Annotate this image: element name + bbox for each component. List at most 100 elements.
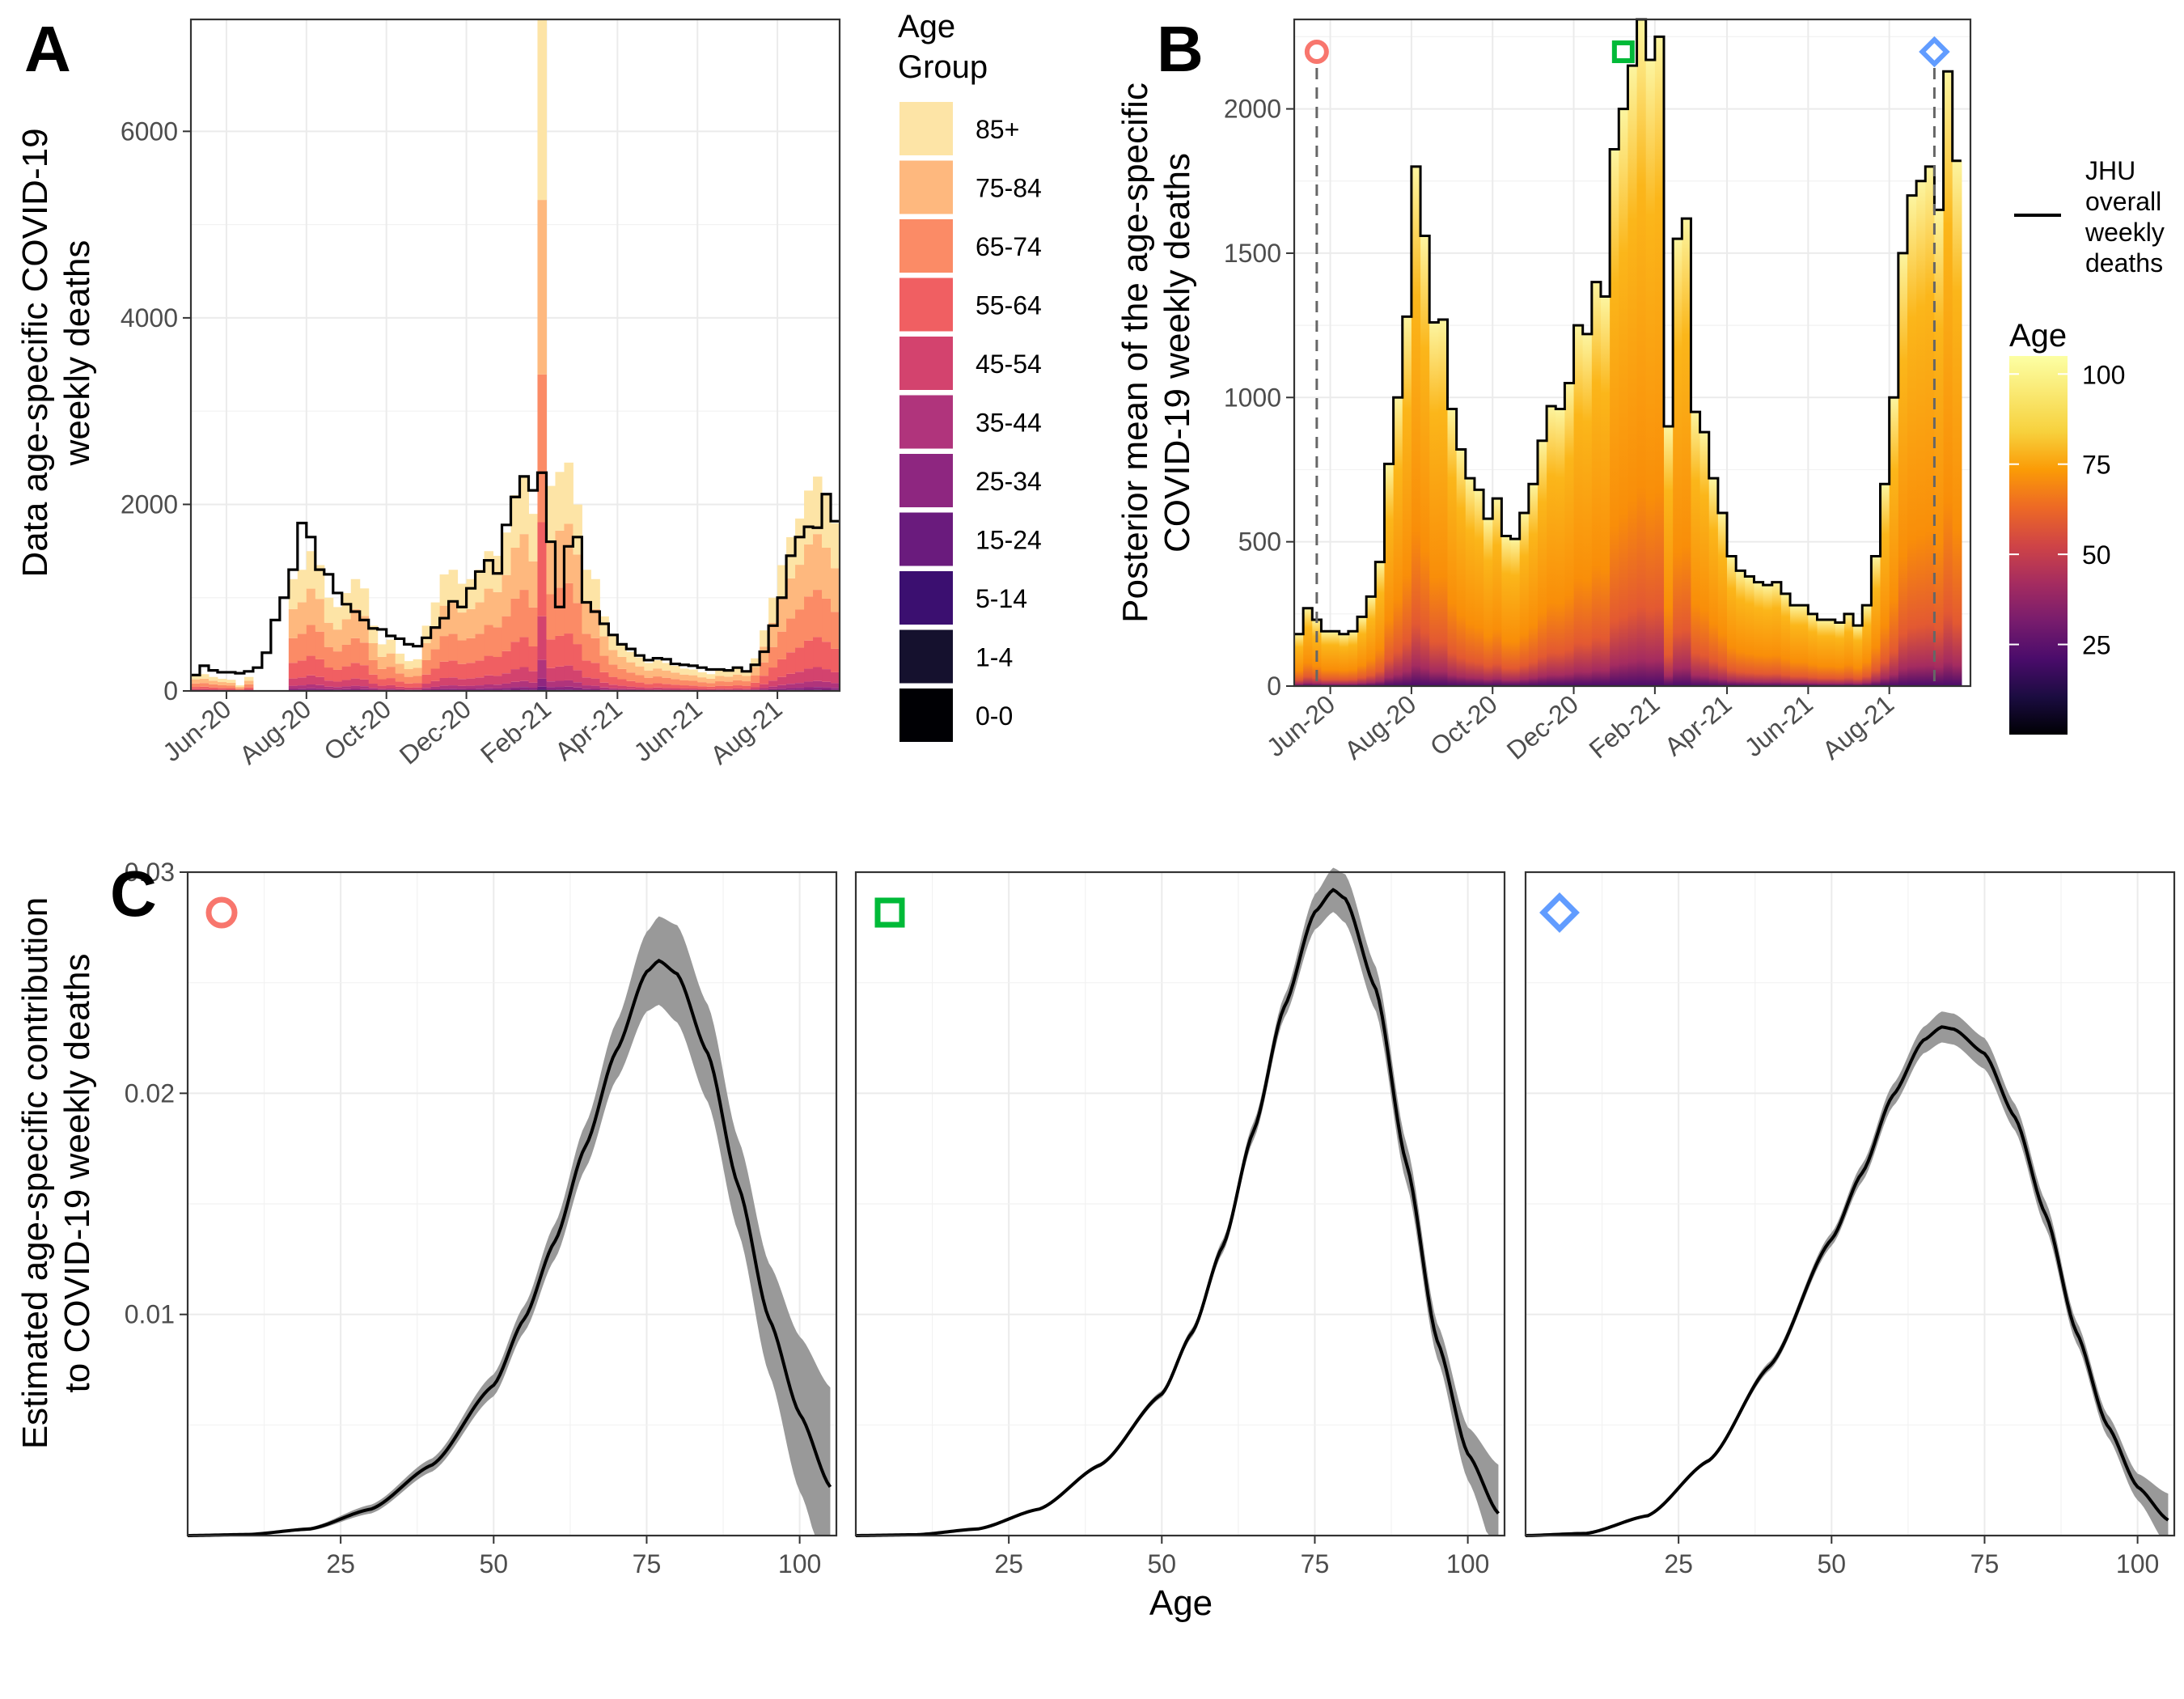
panel-b-bar [1402, 316, 1412, 686]
panel-a-bar-segment [653, 668, 662, 677]
panel-a-bar-segment [510, 669, 520, 682]
jhu-legend-line4: deaths [2085, 248, 2163, 278]
panel-a-jhu-line [191, 471, 840, 677]
jhu-legend-line1: JHU [2085, 156, 2135, 185]
panel-b-bar [1384, 464, 1395, 686]
panel-a-bar-segment [191, 688, 201, 691]
panel-b-square-marker [1611, 40, 1635, 63]
panel-a-bar-segment [822, 687, 832, 690]
panel-a-bar-segment [430, 649, 441, 669]
panel-a-bar-segment [341, 688, 352, 691]
panel-a-bar-segment [457, 688, 468, 691]
panel-a-bar-segment [626, 688, 636, 691]
panel-b-bar [1555, 409, 1565, 686]
panel-a-bar-segment [715, 685, 725, 689]
panel-b-bar [1591, 282, 1602, 686]
panel-a-bar-segment [519, 637, 529, 667]
panel-a-bar-segment [662, 688, 671, 690]
panel-a-bar-segment [324, 597, 334, 623]
panel-a-bar-segment [671, 672, 680, 680]
panel-a-bar-segment [742, 670, 751, 676]
panel-a-bar-segment [359, 665, 370, 680]
panel-a-letter: A [24, 13, 71, 85]
age-colorbar-legend: Age 100 75 50 25 [2009, 318, 2125, 735]
panel-a-bar-segment [768, 686, 778, 689]
panel-a-bar-segment [599, 687, 609, 690]
panel-a-bar-segment [697, 672, 707, 678]
panel-a-bar-segment [822, 642, 832, 670]
panel-a-bar-segment [217, 688, 227, 690]
panel-a-bar-segment [297, 570, 307, 603]
panel-a-bar-segment [243, 676, 254, 681]
panel-c-facet-frame [854, 871, 1506, 1537]
panel-c-x-tick-label: 75 [1301, 1549, 1330, 1578]
panel-b-bar [1375, 561, 1386, 686]
panel-a-bar-segment [599, 655, 609, 672]
panel-a-bar-segment [324, 622, 334, 647]
panel-a-bar-segment [635, 687, 645, 690]
panel-a-bar-segment [813, 637, 823, 667]
panel-a-bar-segment [786, 688, 796, 690]
panel-a-bar-segment [697, 686, 707, 689]
panel-a-bar-segment [430, 625, 441, 650]
panel-a-bar-segment [332, 651, 343, 670]
panel-a-bar-segment [608, 664, 618, 677]
panel-a-bar-segment [537, 19, 547, 201]
panel-a-bar-segment [679, 685, 689, 688]
panel-a-bar-segment [502, 673, 512, 684]
age-group-legend-swatch [899, 629, 953, 684]
panel-a-bar-segment [582, 688, 591, 691]
panel-c-ylabel-line1: Estimated age-specific contribution [15, 897, 55, 1449]
age-colorbar-tick-label: 25 [2082, 631, 2111, 660]
panel-a-bar-segment [191, 687, 201, 689]
panel-a-bar-segment [715, 681, 725, 686]
age-group-legend-label: 1-4 [976, 643, 1013, 672]
panel-a-bar-segment [555, 687, 565, 690]
panel-a-bar-segment [288, 685, 298, 689]
panel-a-bar-segment [315, 659, 325, 677]
panel-a-bar-segment [760, 676, 769, 684]
panel-a-bar-segment [795, 518, 805, 566]
panel-a-bar-segment [831, 523, 840, 569]
panel-a-bar-segment [724, 676, 734, 682]
panel-a-bar-segment [359, 642, 370, 666]
panel-b-bar [1519, 512, 1530, 686]
panel-a-bar-segment [804, 490, 814, 544]
panel-a-bar-segment [706, 678, 716, 684]
panel-c-facet-frame [186, 871, 838, 1537]
panel-a-bar-segment [528, 607, 538, 646]
panel-a-bar-segment [626, 651, 636, 663]
panel-a-y-ticks: 0 2000 4000 6000 [121, 117, 191, 705]
age-group-legend-label: 15-24 [976, 526, 1042, 555]
panel-a-bar-segment [768, 680, 778, 687]
panel-a-bar-segment [502, 650, 512, 674]
panel-a-bar-segment [199, 674, 210, 679]
panel-a-bar-segment [644, 689, 654, 691]
panel-a-bar-segment [519, 477, 529, 535]
panel-a-bar-segment [813, 590, 823, 638]
panel-a-bar-segment [671, 665, 680, 673]
panel-a-bar-segment [297, 660, 307, 678]
panel-a-bar-segment [662, 689, 671, 691]
panel-a-bar-segment [315, 599, 325, 632]
panel-a-bar-segment [599, 689, 609, 691]
panel-a-bar-segment [582, 660, 591, 678]
panel-a-bar-segment [332, 629, 343, 652]
panel-a-bar-segment [208, 684, 218, 688]
panel-b-bar [1691, 412, 1701, 686]
panel-b-bar [1699, 432, 1710, 686]
panel-a-bar-segment [448, 633, 459, 661]
panel-a-bar-segment [421, 674, 432, 684]
panel-a-bar-segment [804, 596, 814, 641]
panel-a-bar-segment [751, 675, 760, 683]
panel-a-bar-segment [306, 675, 316, 685]
panel-a-bar-segment [199, 683, 210, 687]
panel-a-bar-segment [439, 661, 450, 678]
panel-a-frame [189, 18, 841, 693]
panel-a-bar-segment [430, 602, 441, 626]
panel-a-bar-segment [484, 588, 494, 625]
panel-a-bar-segment [573, 670, 582, 683]
panel-a-bar-segment [519, 590, 529, 638]
panel-a-bar-segment [768, 622, 778, 647]
